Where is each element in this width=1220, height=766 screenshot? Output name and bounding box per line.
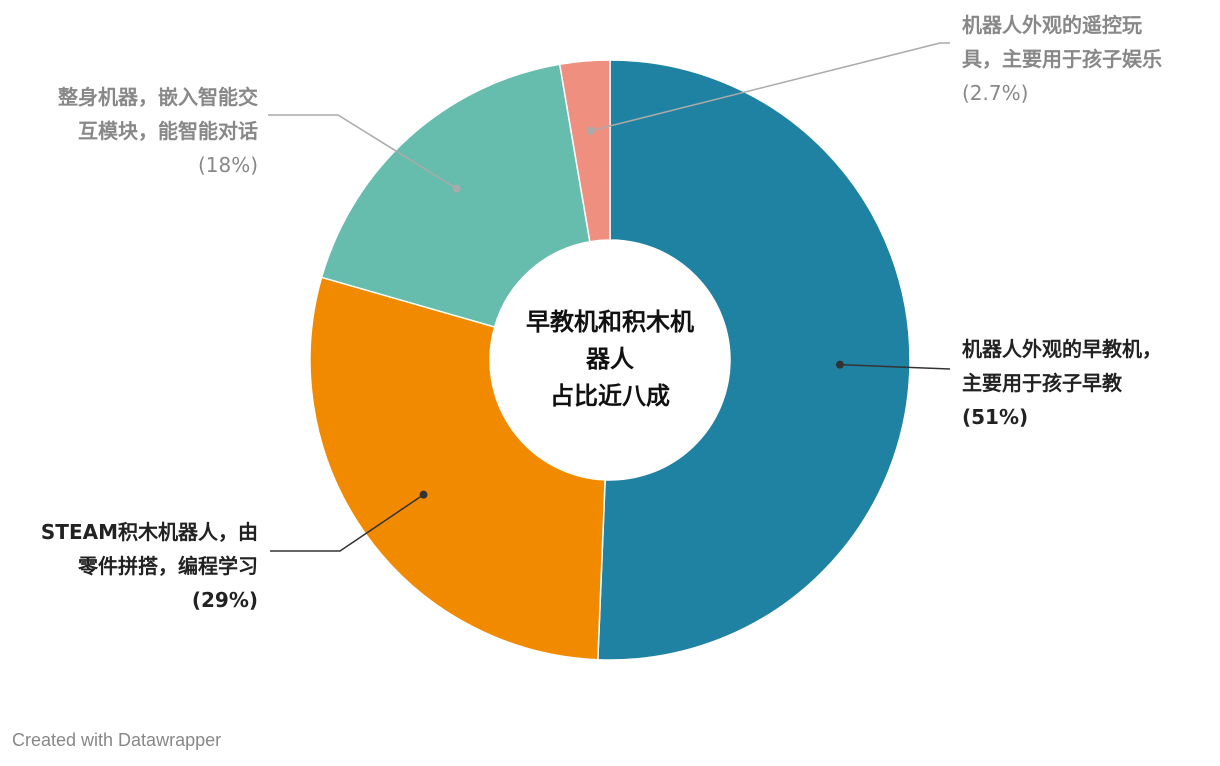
leader-line-4 xyxy=(590,42,950,132)
leader-line-3 xyxy=(268,114,458,190)
slice-2-label-line-2: 零件拼搭，编程学习 xyxy=(77,554,258,578)
leader-dot-2 xyxy=(419,490,428,499)
leader-line-2 xyxy=(270,494,424,552)
slice-2-label-line-1: STEAM积木机器人，由 xyxy=(41,520,258,544)
slice-4-value-label: (2.7%) xyxy=(962,81,1028,105)
leader-line-1 xyxy=(839,363,951,370)
donut-hole xyxy=(490,240,730,480)
slice-3-label-line-1: 整身机器，嵌入智能交 xyxy=(57,85,258,109)
center-title: 早教机和积木机 器人 占比近八成 xyxy=(526,308,694,410)
center-title-line-3: 占比近八成 xyxy=(550,382,670,410)
slice-4-label-line-2: 具，主要用于孩子娱乐 xyxy=(962,47,1162,71)
center-title-line-1: 早教机和积木机 xyxy=(526,308,694,336)
leader-dot-1 xyxy=(835,360,844,369)
slice-3-label-line-2: 互模块，能智能对话 xyxy=(78,119,258,143)
slice-2-value-label: (29%) xyxy=(192,588,258,612)
datawrapper-credit: Created with Datawrapper xyxy=(12,730,222,750)
slices-group xyxy=(309,59,911,661)
slice-1-label-line-2: 主要用于孩子早教 xyxy=(962,371,1123,395)
slice-1-value-label: (51%) xyxy=(962,405,1028,429)
slice-labels-group: 机器人外观的早教机， 主要用于孩子早教 (51%) STEAM积木机器人，由零件拼搭，… xyxy=(41,13,1162,612)
slice-1-label-line-1: 机器人外观的早教机， xyxy=(962,337,1162,361)
leader-dot-3 xyxy=(452,184,461,193)
slice-4-label-line-1: 机器人外观的遥控玩 xyxy=(962,13,1142,37)
leader-dot-4 xyxy=(586,126,595,135)
center-title-line-2: 器人 xyxy=(585,345,634,373)
slice-3-value-label: (18%) xyxy=(198,153,258,177)
leader-lines-group xyxy=(268,42,951,552)
